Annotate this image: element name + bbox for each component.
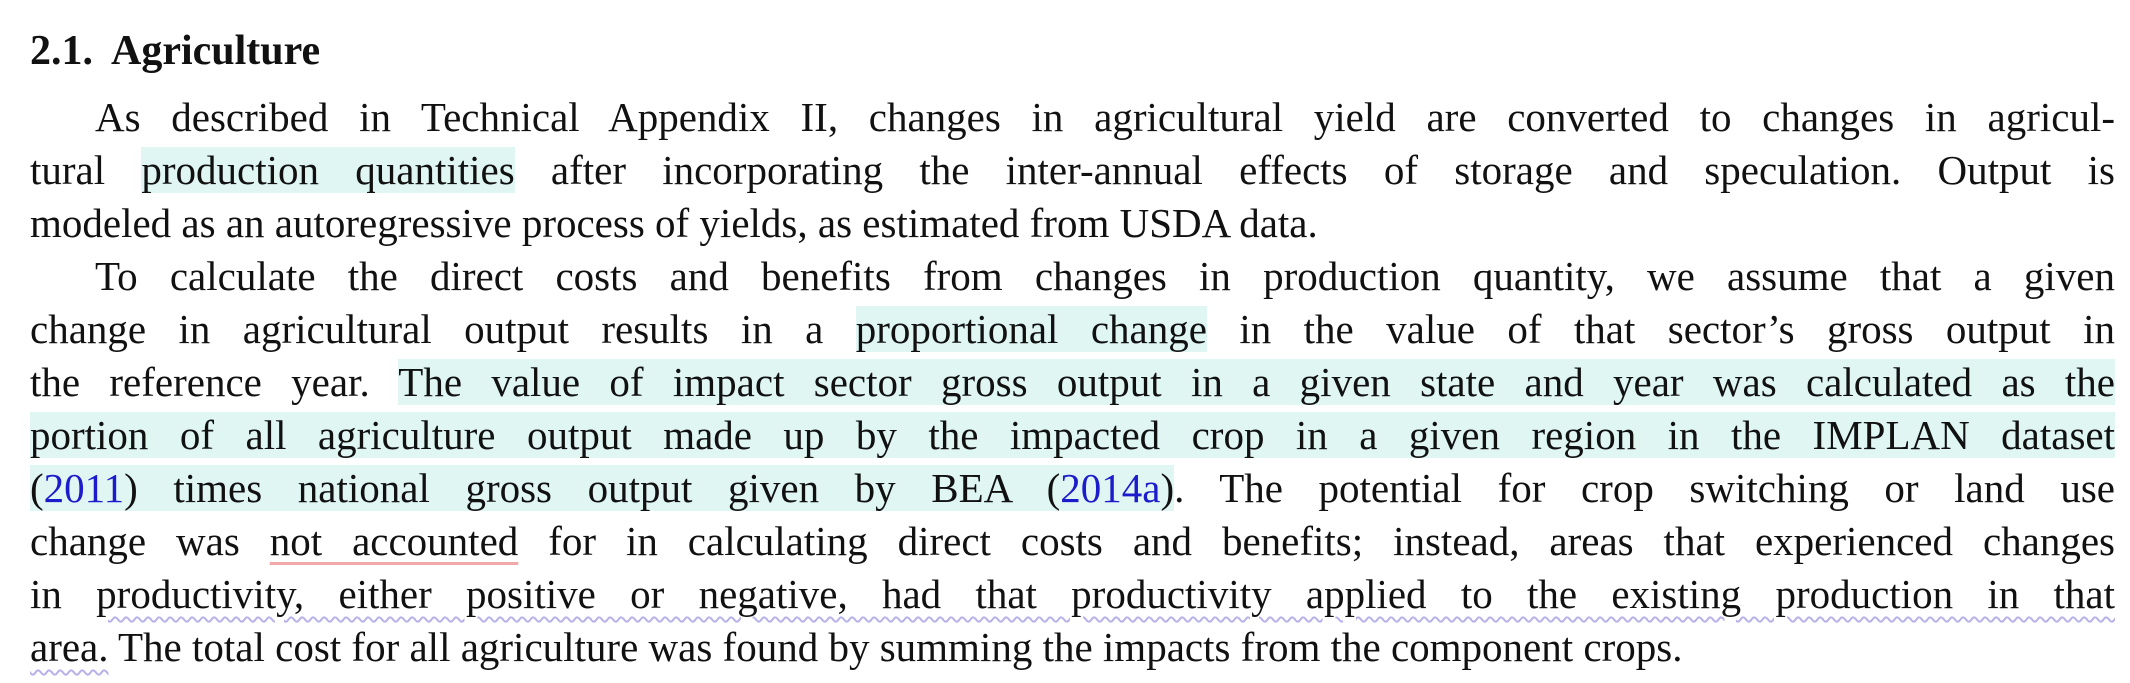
text-line: portion of all agriculture output made u… xyxy=(30,409,2115,462)
section-heading: 2.1. Agriculture xyxy=(30,25,2115,78)
squiggly-annotation: productivity, either positive or negativ… xyxy=(96,571,2115,617)
citation-link[interactable]: 2014a xyxy=(1060,465,1161,511)
highlight: proportional change xyxy=(855,306,1207,352)
text-line: the reference year. The value of impact … xyxy=(30,356,2115,409)
highlight: The value of impact sector gross output … xyxy=(398,359,2115,405)
document: 2.1. Agriculture As described in Technica… xyxy=(30,25,2115,674)
section-title: Agriculture xyxy=(111,28,321,74)
text-line: (2011) times national gross output given… xyxy=(30,462,2115,515)
highlight: portion of all agriculture output made u… xyxy=(30,412,2115,458)
text: As described in Technical Appendix II, c… xyxy=(95,94,2115,140)
text-line: modeled as an autoregressive process of … xyxy=(30,197,2115,250)
text: . The potential for crop switching or la… xyxy=(1174,465,2115,511)
citation-link[interactable]: 2011 xyxy=(43,465,125,511)
text: To calculate the direct costs and benefi… xyxy=(95,253,2115,299)
text-line: change in agricultural output results in… xyxy=(30,303,2115,356)
text: change in agricultural output results in… xyxy=(30,306,856,352)
underline-annotation: not accounted xyxy=(269,518,519,564)
text: tural xyxy=(30,147,142,193)
text-line: in productivity, either positive or nega… xyxy=(30,568,2115,621)
text-line: tural production quantities after incorp… xyxy=(30,144,2115,197)
text: change was xyxy=(30,518,270,564)
text-line: As described in Technical Appendix II, c… xyxy=(30,91,2115,144)
section-number: 2.1. xyxy=(30,28,93,74)
highlight: ( xyxy=(30,465,44,511)
text: modeled as an autoregressive process of … xyxy=(30,200,1318,246)
text-line: To calculate the direct costs and benefi… xyxy=(30,250,2115,303)
highlight: ) times national gross output given by B… xyxy=(124,465,1061,511)
text: The total cost for all agriculture was f… xyxy=(108,624,1683,670)
text: after incorporating the inter-annual eff… xyxy=(514,147,2115,193)
highlight: production quantities xyxy=(141,147,515,193)
text-line: change was not accounted for in calculat… xyxy=(30,515,2115,568)
text: the reference year. xyxy=(30,359,399,405)
text: in the value of that sector’s gross outp… xyxy=(1206,306,2115,352)
text: for in calculating direct costs and bene… xyxy=(518,518,2116,564)
squiggly-annotation: area. xyxy=(30,624,109,670)
highlight: ) xyxy=(1160,465,1175,511)
text-line: area. The total cost for all agriculture… xyxy=(30,621,2115,674)
text: in xyxy=(30,571,97,617)
